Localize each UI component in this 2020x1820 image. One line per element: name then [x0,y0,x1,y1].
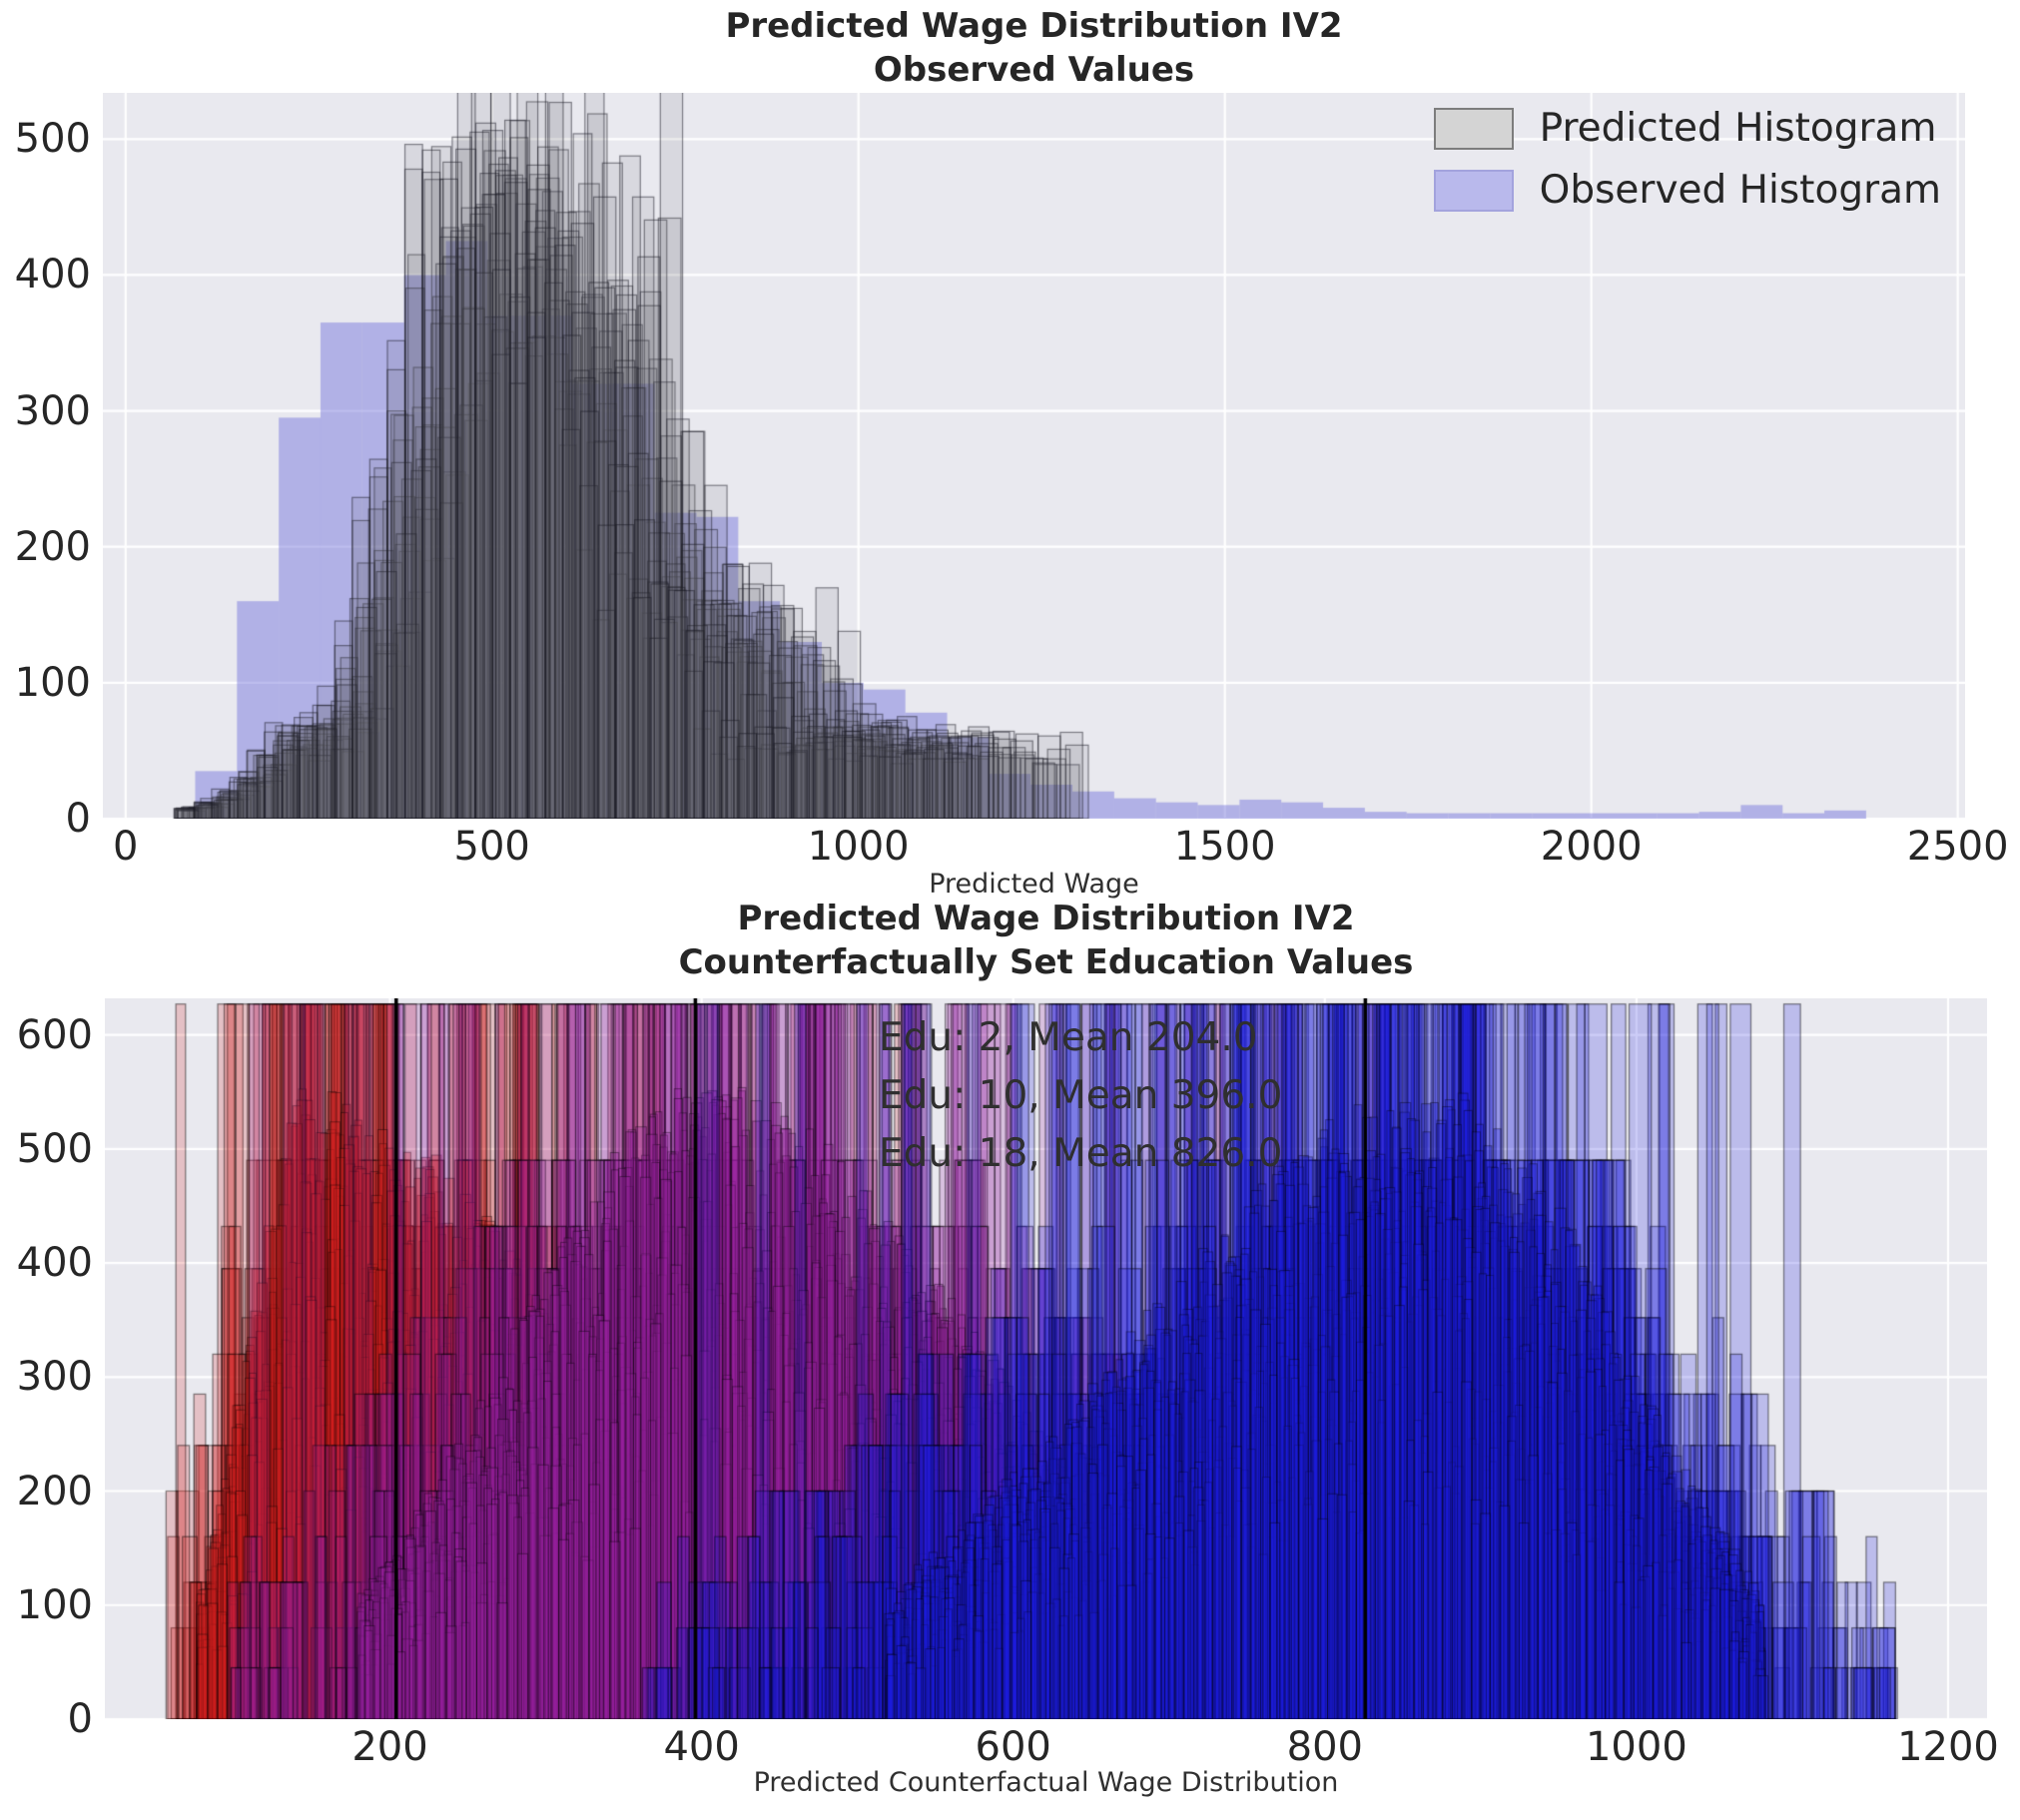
y-tick-label: 0 [67,1696,93,1742]
x-tick-label: 1000 [1585,1724,1687,1770]
legend-line-edu2: Edu: 2, Mean 204.0 [879,1015,1258,1060]
top-chart-title: Predicted Wage Distribution IV2 Observed… [103,4,1965,92]
y-tick-label: 100 [14,659,91,706]
y-tick-label: 500 [16,1125,93,1172]
y-tick-label: 200 [16,1468,93,1515]
legend-item-observed: Observed Histogram [1433,168,1941,213]
top-x-axis-label: Predicted Wage [929,869,1139,900]
top-plot-area: Predicted Histogram Observed Histogram [103,93,1965,819]
predicted-histogram-label: Predicted Histogram [1539,106,1937,151]
x-tick-label: 2000 [1540,824,1643,870]
top-chart-title-line1: Predicted Wage Distribution IV2 [725,6,1343,46]
top-histogram-canvas [103,93,1965,819]
bottom-histogram-canvas [105,998,1987,1719]
y-tick-label: 400 [16,1240,93,1287]
y-tick-label: 600 [16,1011,93,1058]
x-tick-label: 1200 [1897,1724,1999,1770]
bottom-chart-title-line1: Predicted Wage Distribution IV2 [737,899,1355,938]
x-tick-label: 1500 [1173,824,1276,870]
bottom-x-axis-label: Predicted Counterfactual Wage Distributi… [753,1767,1339,1798]
bottom-chart-title-line2: Counterfactually Set Education Values [678,942,1414,982]
x-tick-label: 200 [351,1724,428,1770]
bottom-legend: Edu: 2, Mean 204.0 Edu: 10, Mean 396.0 E… [879,1016,1282,1176]
bottom-chart-title: Predicted Wage Distribution IV2 Counterf… [105,897,1987,984]
top-chart-title-line2: Observed Values [873,50,1195,90]
top-legend: Predicted Histogram Observed Histogram [1433,106,1941,213]
observed-histogram-label: Observed Histogram [1539,168,1941,213]
x-tick-label: 2500 [1906,824,2009,870]
legend-item-predicted: Predicted Histogram [1433,106,1941,151]
y-tick-label: 400 [14,252,91,299]
x-tick-label: 800 [1286,1724,1363,1770]
x-tick-label: 400 [663,1724,740,1770]
y-tick-label: 500 [14,116,91,163]
x-tick-label: 500 [453,824,530,870]
y-tick-label: 300 [14,387,91,434]
bottom-plot-area: Edu: 2, Mean 204.0 Edu: 10, Mean 396.0 E… [105,998,1987,1719]
predicted-histogram-swatch [1433,108,1514,150]
y-tick-label: 0 [65,796,91,842]
x-tick-label: 600 [975,1724,1051,1770]
legend-line-edu10: Edu: 10, Mean 396.0 [879,1073,1283,1118]
x-tick-label: 0 [113,824,139,870]
y-tick-label: 300 [16,1354,93,1401]
y-tick-label: 100 [16,1581,93,1628]
y-tick-label: 200 [14,523,91,570]
legend-line-edu18: Edu: 18, Mean 826.0 [879,1131,1283,1176]
x-tick-label: 1000 [807,824,910,870]
observed-histogram-swatch [1433,170,1514,212]
